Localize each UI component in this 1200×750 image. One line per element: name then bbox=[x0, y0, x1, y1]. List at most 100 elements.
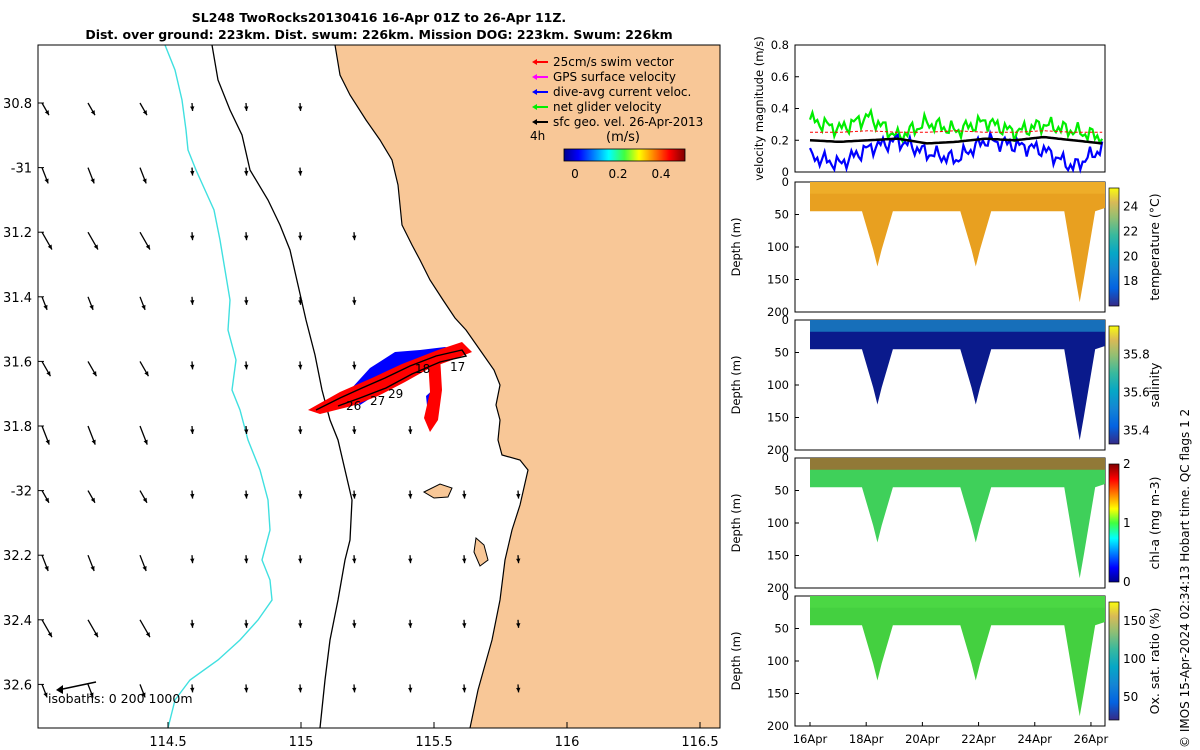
depth-tick-label: 50 bbox=[774, 346, 789, 360]
sfc-geo-arrowhead bbox=[244, 235, 249, 241]
colorbar-tick-label: 50 bbox=[1123, 690, 1138, 704]
colorbar-tick-label: 35.6 bbox=[1123, 386, 1150, 400]
depth-ylabel: Depth (m) bbox=[729, 494, 743, 553]
sfc-geo-arrowhead bbox=[44, 566, 49, 572]
sfc-geo-arrowhead bbox=[408, 558, 413, 564]
map-ytick-label: 31.2 bbox=[3, 226, 32, 241]
velocity-series-line bbox=[810, 130, 1103, 133]
sfc-geo-arrowhead bbox=[462, 493, 467, 499]
colorbar-ticks: 0 0.2 0.4 bbox=[571, 167, 670, 181]
depth-tick-label: 0 bbox=[782, 313, 789, 327]
depth-tick-label: 200 bbox=[767, 719, 789, 733]
legend-swatch-head bbox=[532, 74, 537, 80]
isobath-200m bbox=[164, 45, 273, 728]
profile-colorbar bbox=[1108, 601, 1120, 721]
map-xtick-label: 114.5 bbox=[149, 735, 186, 750]
speed-colorbar: 4h (m/s) 0 0.2 0.4 bbox=[530, 129, 686, 181]
sfc-geo-arrowhead bbox=[352, 558, 357, 564]
profile-surface-layer bbox=[810, 182, 1105, 194]
map-ytick-label: -32 bbox=[11, 485, 32, 500]
map-xtick-label: 115 bbox=[289, 735, 314, 750]
day-label-26: 26 bbox=[346, 399, 361, 413]
velocity-series-line bbox=[809, 135, 1103, 145]
sfc-geo-arrowhead bbox=[462, 687, 467, 693]
sfc-geo-arrowhead bbox=[43, 304, 48, 310]
colorbar-tick-label: 22 bbox=[1123, 224, 1138, 238]
velocity-ylabel: velocity magnitude (m/s) bbox=[752, 36, 766, 181]
depth-tick-label: 150 bbox=[767, 687, 789, 701]
legend-swatch-head bbox=[532, 119, 537, 125]
sfc-geo-arrowhead bbox=[244, 300, 249, 305]
coastline bbox=[334, 45, 529, 728]
sfc-geo-arrowhead bbox=[145, 632, 150, 638]
isobath-1000m bbox=[211, 45, 353, 728]
sfc-geo-arrowhead bbox=[298, 364, 303, 370]
sfc-geo-arrowhead bbox=[44, 497, 49, 503]
map-ytick-label: 31.4 bbox=[3, 291, 32, 306]
sfc-geo-arrowhead bbox=[44, 110, 49, 116]
chart-title-line2: Dist. over ground: 223km. Dist. swum: 22… bbox=[85, 27, 673, 42]
map-ytick-label: -31 bbox=[11, 162, 32, 177]
day-label-17: 17 bbox=[450, 360, 465, 374]
land-mass bbox=[335, 45, 720, 728]
sfc-geo-arrowhead bbox=[244, 558, 249, 564]
depth-ylabel: Depth (m) bbox=[729, 632, 743, 691]
sfc-geo-arrowhead bbox=[462, 558, 467, 564]
sfc-geo-arrowhead bbox=[408, 623, 413, 628]
time-xtick-label: 18Apr bbox=[849, 732, 884, 746]
sfc-geo-arrowhead bbox=[408, 493, 413, 499]
sfc-geo-arrowhead bbox=[90, 497, 95, 503]
sfc-geo-arrowhead bbox=[47, 244, 52, 250]
sfc-geo-arrowhead bbox=[93, 632, 98, 638]
sfc-geo-arrowhead bbox=[352, 235, 357, 241]
sfc-geo-arrowhead bbox=[89, 304, 94, 310]
sfc-geo-arrowhead bbox=[47, 632, 52, 638]
chart-title-line1: SL248 TwoRocks20130416 16-Apr 01Z to 26-… bbox=[191, 10, 567, 25]
map-ytick-label: 31.8 bbox=[3, 420, 32, 435]
sfc-geo-arrowhead bbox=[298, 493, 303, 499]
depth-tick-label: 150 bbox=[767, 411, 789, 425]
sfc-geo-arrowhead bbox=[352, 300, 357, 305]
colorbar-tick-label: 35.4 bbox=[1123, 424, 1150, 438]
sfc-geo-arrowhead bbox=[516, 493, 521, 499]
depth-tick-label: 0 bbox=[782, 589, 789, 603]
sfc-geo-arrowhead bbox=[298, 429, 303, 434]
time-xtick-label: 26Apr bbox=[1074, 732, 1109, 746]
map-ticks: 114.5 115 115.5 116 116.5 30.8 -31 31.2 31.4 31.6… bbox=[3, 97, 719, 750]
sfc-geo-arrowhead bbox=[516, 558, 521, 564]
sfc-geo-arrowhead bbox=[190, 170, 195, 176]
colorbar-tick-label: 20 bbox=[1123, 249, 1138, 263]
depth-tick-label: 200 bbox=[767, 305, 789, 319]
sfc-geo-arrowhead bbox=[352, 429, 357, 434]
sfc-geo-arrowhead bbox=[244, 623, 249, 628]
sfc-geo-arrowhead bbox=[46, 371, 51, 377]
sfc-geo-arrowhead bbox=[93, 244, 98, 250]
depth-tick-label: 0 bbox=[782, 451, 789, 465]
profile-data-field bbox=[810, 458, 1105, 579]
colorbar-tick-label: 24 bbox=[1123, 200, 1138, 214]
depth-tick-label: 100 bbox=[767, 516, 789, 530]
sfc-geo-arrowhead bbox=[244, 170, 249, 176]
sfc-geo-arrowhead bbox=[89, 692, 94, 698]
legend-label: net glider velocity bbox=[553, 100, 661, 114]
map-frame bbox=[37, 44, 721, 729]
sfc-geo-arrowhead bbox=[190, 429, 195, 434]
sfc-geo-arrowhead bbox=[190, 364, 195, 370]
sfc-geo-arrowhead bbox=[244, 364, 249, 370]
depth-tick-label: 50 bbox=[774, 208, 789, 222]
sfc-geo-arrowhead bbox=[45, 439, 50, 445]
sfc-geo-arrowhead bbox=[298, 687, 303, 693]
profile-colorbar bbox=[1108, 325, 1120, 445]
sfc-geo-arrowhead bbox=[143, 439, 148, 445]
colorbar-tick-label: 0.2 bbox=[608, 167, 627, 181]
depth-tick-label: 200 bbox=[767, 581, 789, 595]
profile-data-field bbox=[810, 596, 1105, 717]
colorbar-gradient bbox=[563, 148, 686, 162]
island bbox=[422, 483, 453, 499]
depth-tick-label: 100 bbox=[767, 240, 789, 254]
sfc-geo-arrowhead bbox=[352, 364, 357, 370]
sfc-geo-arrowhead bbox=[91, 439, 96, 445]
map-ytick-label: 32.2 bbox=[3, 549, 32, 564]
sfc-geo-arrowhead bbox=[244, 493, 249, 499]
